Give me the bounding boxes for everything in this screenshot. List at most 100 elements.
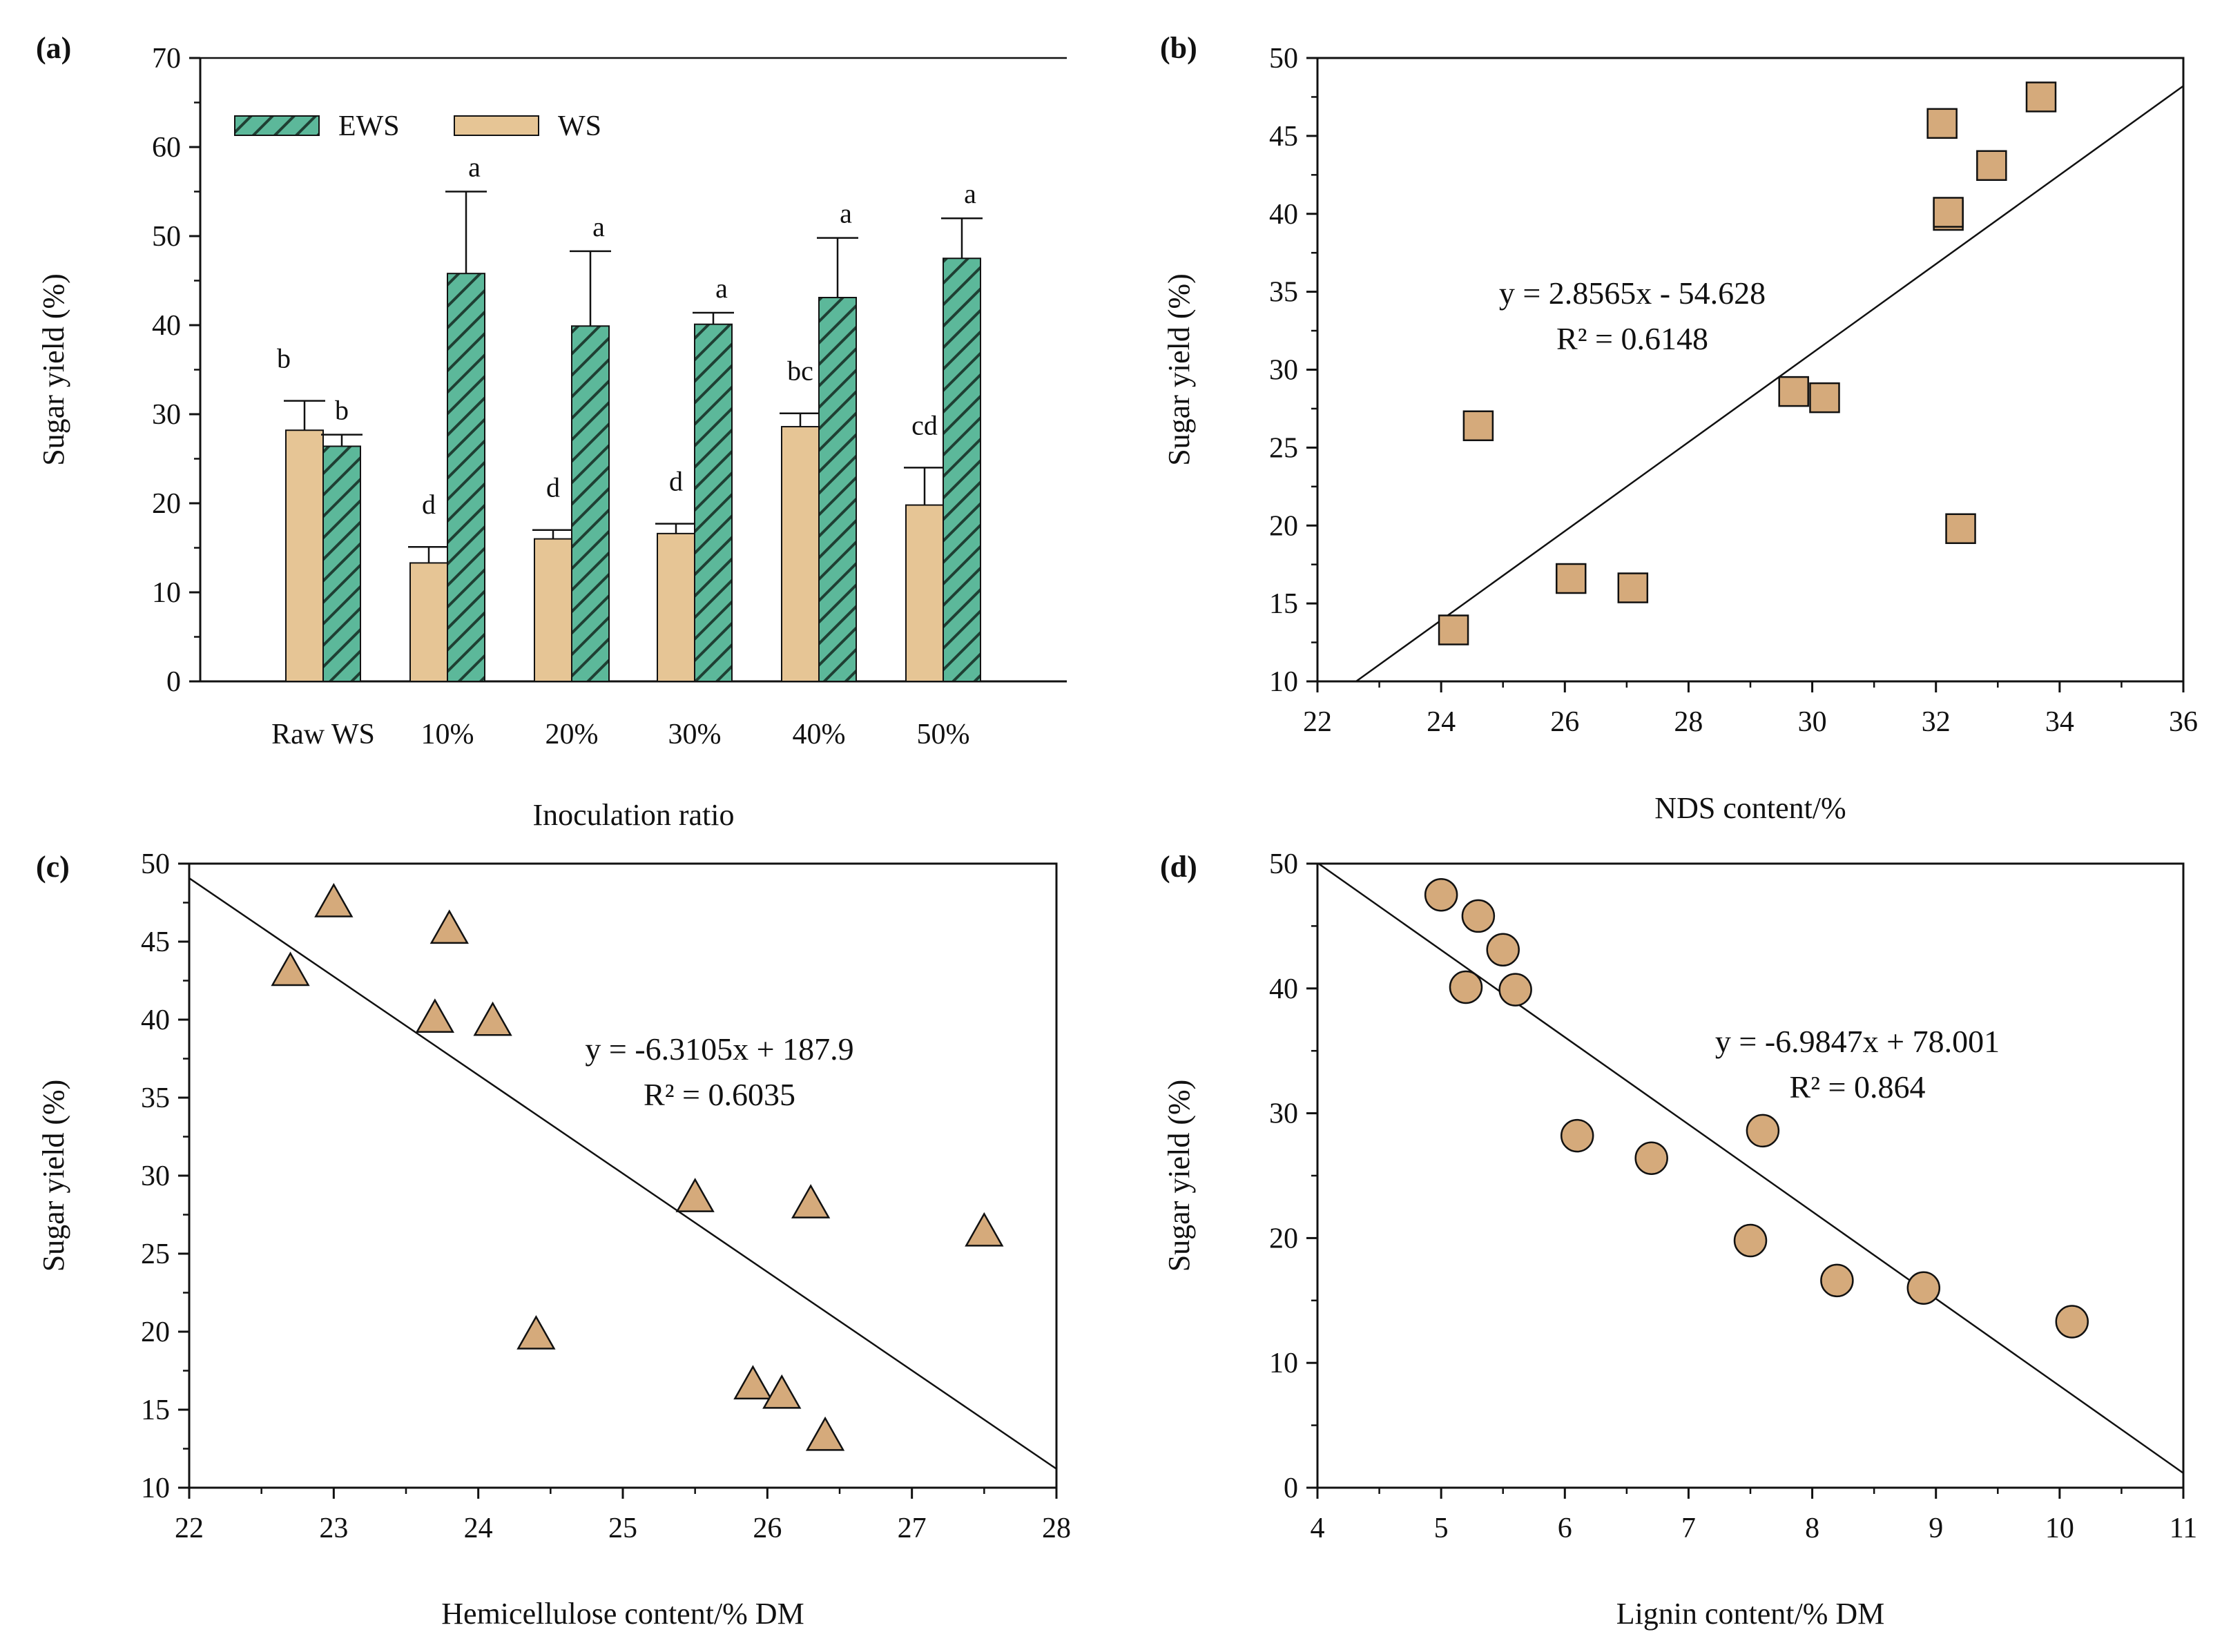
y-tick-label: 35 (1269, 277, 1298, 309)
y-tick-label: 45 (1269, 121, 1298, 153)
y-tick-label: 35 (141, 1082, 170, 1114)
x-tick-label: 10 (2045, 1513, 2074, 1544)
y-tick-label: 25 (1269, 432, 1298, 464)
data-point (1617, 572, 1649, 603)
data-point (1498, 973, 1532, 1007)
y-axis-title: Sugar yield (%) (1162, 273, 1196, 466)
significance-label-ws: bc (787, 356, 813, 387)
x-tick-label: 28 (1674, 706, 1703, 738)
regression-line (1355, 85, 2184, 683)
panel-a: 0 10 20 30 40 50 60 70 (a) Sugar yield (%) Inocula… (36, 31, 1067, 832)
x-axis-title: Inoculation ratio (532, 798, 734, 832)
panel-label: (a) (36, 31, 71, 65)
data-point (516, 1314, 556, 1350)
y-tick-label: 15 (141, 1395, 170, 1426)
panel-label: (d) (1160, 850, 1197, 884)
data-point (1733, 1223, 1768, 1258)
x-tick-label: 22 (175, 1513, 204, 1544)
data-point (1906, 1271, 1941, 1305)
x-tick-label: 23 (319, 1513, 348, 1544)
y-axis-title: Sugar yield (%) (1162, 1080, 1196, 1272)
x-tick-label: 26 (1550, 706, 1579, 738)
significance-label-ews: a (840, 198, 852, 229)
x-axis-title: Lignin content/% DM (1616, 1597, 1885, 1631)
y-tick-label: 10 (1269, 1348, 1298, 1379)
category-label: 10% (421, 719, 474, 750)
data-point (271, 951, 310, 987)
y-tick-label: 20 (141, 1316, 170, 1348)
category-label: 20% (545, 719, 599, 750)
data-point (1926, 108, 1958, 139)
y-axis-title: Sugar yield (%) (37, 1080, 70, 1272)
y-tick-label: 10 (152, 577, 181, 609)
x-tick-label: 34 (2045, 706, 2074, 738)
bar-ews (571, 325, 610, 683)
x-tick-label: 28 (1042, 1513, 1071, 1544)
y-tick-label: 30 (152, 399, 181, 431)
x-tick-label: 5 (1434, 1513, 1449, 1544)
bar-ws (285, 429, 324, 682)
data-point (1555, 563, 1587, 594)
y-tick-label: 50 (1269, 43, 1298, 75)
significance-label-ews: a (964, 178, 976, 209)
bar-ws (409, 562, 448, 682)
significance-label-ws: b (277, 343, 291, 374)
data-point (415, 998, 455, 1033)
x-axis-title: NDS content/% (1654, 791, 1846, 825)
bar-ws (781, 426, 820, 682)
x-tick-label: 24 (1427, 706, 1456, 738)
panel-label: (b) (1160, 31, 1197, 65)
y-tick-label: 10 (141, 1473, 170, 1504)
bar-ews (447, 273, 485, 682)
bar-ws (657, 532, 695, 682)
bar-ews (694, 323, 733, 682)
significance-label-ws: d (546, 472, 560, 503)
y-tick-label: 50 (152, 221, 181, 253)
x-tick-label: 22 (1303, 706, 1332, 738)
legend-swatch-ews (234, 115, 320, 136)
significance-label-ws: d (422, 489, 436, 520)
data-point (1976, 150, 2007, 182)
data-point (805, 1416, 845, 1451)
panel-c: 10 15 20 25 30 35 40 45 50 22 23 24 25 26 27 28 (c) Sugar… (36, 848, 1071, 1631)
x-tick-label: 25 (608, 1513, 637, 1544)
x-tick-label: 26 (753, 1513, 782, 1544)
legend-label-ws: WS (558, 110, 601, 142)
significance-label-ws: d (669, 466, 683, 497)
y-tick-label: 25 (141, 1238, 170, 1270)
data-point (762, 1374, 802, 1409)
y-tick-label: 0 (166, 666, 181, 698)
y-tick-label: 40 (141, 1004, 170, 1036)
y-tick-label: 50 (1269, 848, 1298, 880)
data-point (429, 909, 469, 944)
data-point (1809, 382, 1840, 414)
x-tick-label: 9 (1929, 1513, 1943, 1544)
data-point (1449, 970, 1483, 1004)
x-tick-label: 36 (2169, 706, 2198, 738)
data-point (965, 1212, 1004, 1247)
regression-line (189, 877, 1057, 1470)
significance-label-ws: cd (911, 409, 938, 440)
x-tick-label: 7 (1681, 1513, 1696, 1544)
significance-label-ews: a (592, 211, 605, 242)
y-tick-label: 40 (152, 310, 181, 342)
y-tick-label: 30 (1269, 1098, 1298, 1130)
data-point (1438, 614, 1469, 645)
y-tick-label: 50 (141, 848, 170, 880)
data-point (1778, 376, 1809, 407)
data-point (1486, 933, 1520, 967)
data-point (1746, 1114, 1780, 1148)
y-tick-label: 70 (152, 43, 181, 75)
data-point (1424, 877, 1458, 912)
regression-equation: y = -6.9847x + 78.001 (1715, 1024, 2000, 1059)
significance-label-ews: a (715, 273, 728, 304)
data-point (2025, 81, 2057, 113)
data-point (675, 1178, 715, 1212)
panel-b: 10 15 20 25 30 35 40 45 50 22 24 26 28 30 32 34 36 (b) Sug… (1160, 31, 2198, 825)
r-squared-label: R² = 0.864 (1790, 1069, 1926, 1105)
y-tick-label: 0 (1284, 1473, 1298, 1504)
x-tick-label: 8 (1805, 1513, 1819, 1544)
legend-label-ews: EWS (338, 110, 400, 142)
y-tick-label: 40 (1269, 973, 1298, 1005)
